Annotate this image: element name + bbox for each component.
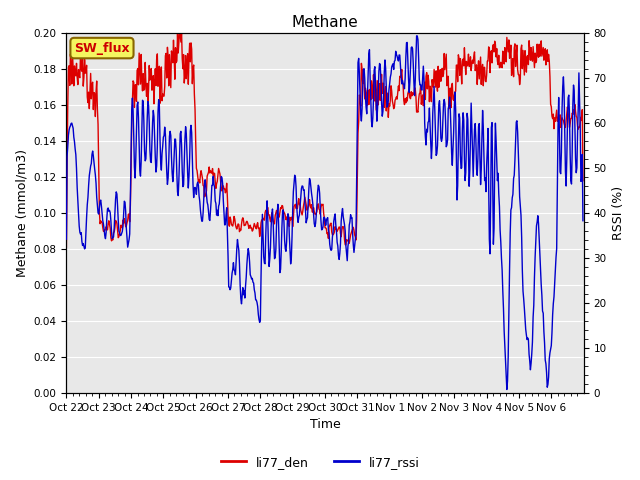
X-axis label: Time: Time (310, 419, 340, 432)
Y-axis label: Methane (mmol/m3): Methane (mmol/m3) (15, 149, 28, 277)
Text: SW_flux: SW_flux (74, 42, 130, 55)
Title: Methane: Methane (292, 15, 358, 30)
Legend: li77_den, li77_rssi: li77_den, li77_rssi (216, 451, 424, 474)
Y-axis label: RSSI (%): RSSI (%) (612, 186, 625, 240)
